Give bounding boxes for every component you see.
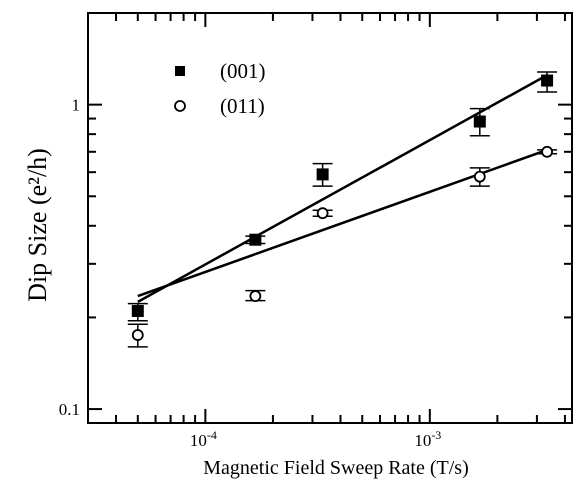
data-point-011 [541, 145, 553, 158]
data-point-001 [249, 233, 262, 246]
axis-ticks [87, 12, 572, 424]
fit-line-001 [137, 74, 548, 303]
x-axis-label: Magnetic Field Sweep Rate (T/s) [203, 457, 469, 479]
y-tick-label: 0.1 [59, 400, 80, 419]
legend-marker-011 [174, 100, 186, 112]
legend-label-001: (001) [220, 59, 266, 83]
data-markers [131, 74, 554, 341]
fit-line-011 [137, 148, 548, 298]
legend-marker-001 [175, 66, 185, 76]
data-point-011 [473, 170, 486, 183]
data-point-001 [316, 168, 329, 181]
axis-tick-labels: 10-4 10-3 1 0.1 [59, 96, 442, 450]
x-tick-label: 10-3 [414, 428, 441, 450]
error-bars [127, 71, 558, 348]
data-point-011 [131, 329, 144, 341]
data-point-001 [131, 304, 144, 317]
data-point-001 [541, 74, 554, 87]
y-tick-label: 1 [72, 96, 81, 115]
y-axis-label: Dip Size (e²/h) [23, 148, 52, 302]
x-tick-label: 10-4 [190, 428, 217, 450]
legend: (001) (011) [174, 59, 266, 118]
data-point-001 [473, 115, 486, 128]
data-point-011 [316, 207, 329, 220]
legend-label-011: (011) [220, 94, 265, 118]
data-point-011 [249, 290, 262, 303]
plot-frame [87, 12, 573, 424]
